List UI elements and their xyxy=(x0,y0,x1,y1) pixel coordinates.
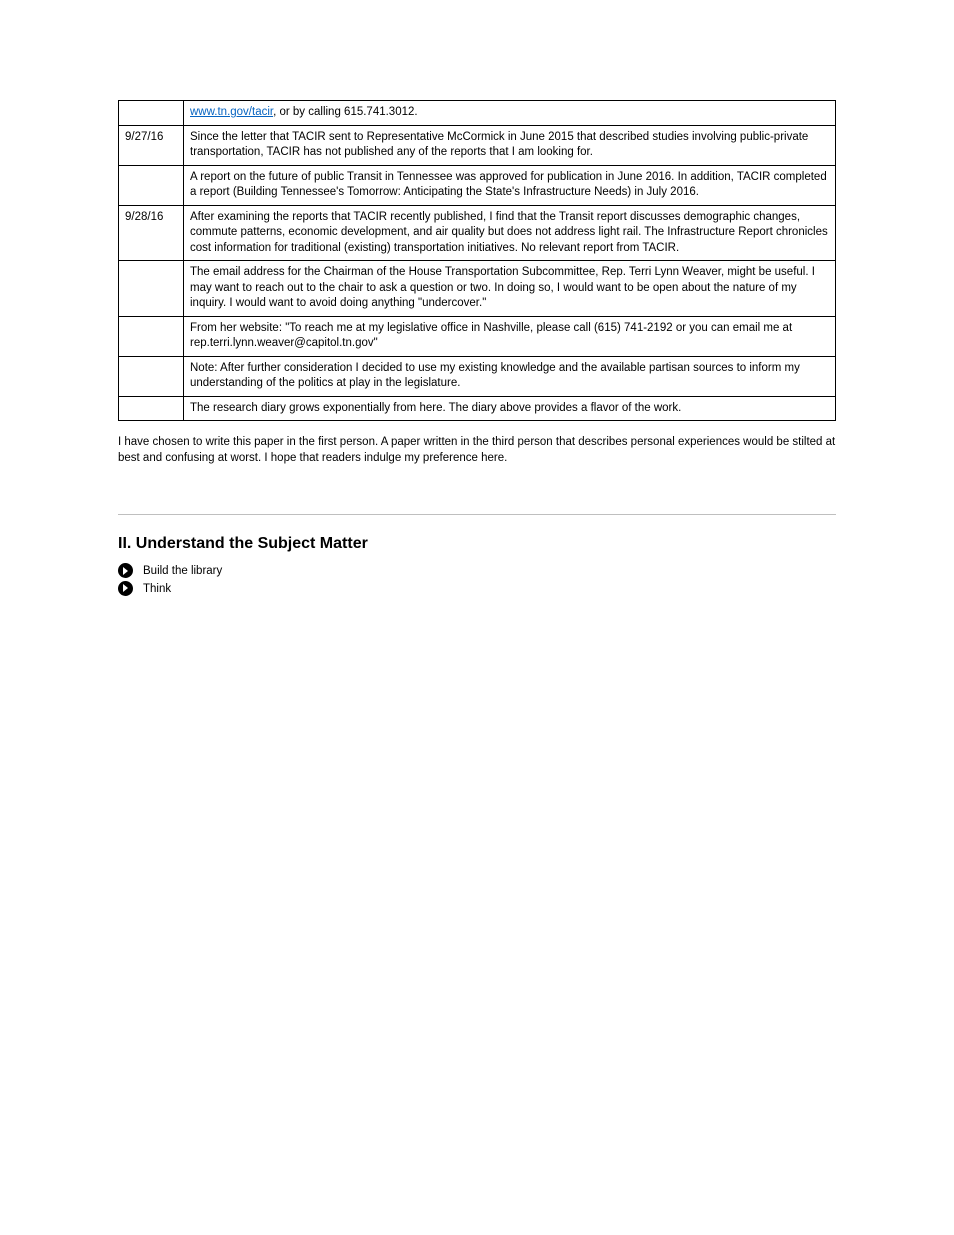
entry-cell: www.tn.gov/tacir, or by calling 615.741.… xyxy=(184,101,836,126)
date-cell xyxy=(119,316,184,356)
table-row: 9/28/16After examining the reports that … xyxy=(119,205,836,261)
research-diary-table: www.tn.gov/tacir, or by calling 615.741.… xyxy=(118,100,836,421)
section-heading: II. Understand the Subject Matter xyxy=(118,535,836,553)
date-cell xyxy=(119,165,184,205)
entry-cell: Since the letter that TACIR sent to Repr… xyxy=(184,125,836,165)
entry-cell: After examining the reports that TACIR r… xyxy=(184,205,836,261)
entry-cell: A report on the future of public Transit… xyxy=(184,165,836,205)
table-row: The email address for the Chairman of th… xyxy=(119,261,836,317)
arrow-circle-icon xyxy=(118,563,133,578)
author-note-paragraph: I have chosen to write this paper in the… xyxy=(118,435,836,466)
entry-cell: The email address for the Chairman of th… xyxy=(184,261,836,317)
table-row: Note: After further consideration I deci… xyxy=(119,356,836,396)
entry-cell: Note: After further consideration I deci… xyxy=(184,356,836,396)
list-item-label: Think xyxy=(143,581,171,598)
list-item: Think xyxy=(118,581,836,598)
entry-cell: From her website: "To reach me at my leg… xyxy=(184,316,836,356)
arrow-circle-icon xyxy=(118,581,133,596)
date-cell xyxy=(119,101,184,126)
date-cell xyxy=(119,356,184,396)
date-cell: 9/27/16 xyxy=(119,125,184,165)
date-cell: 9/28/16 xyxy=(119,205,184,261)
list-item: Build the library xyxy=(118,563,836,580)
entry-cell: The research diary grows exponentially f… xyxy=(184,396,836,421)
table-row: From her website: "To reach me at my leg… xyxy=(119,316,836,356)
section-bullets: Build the libraryThink xyxy=(118,563,836,598)
section-divider xyxy=(118,514,836,515)
table-row: A report on the future of public Transit… xyxy=(119,165,836,205)
list-item-label: Build the library xyxy=(143,563,222,580)
external-link[interactable]: www.tn.gov/tacir xyxy=(190,106,273,118)
table-row: www.tn.gov/tacir, or by calling 615.741.… xyxy=(119,101,836,126)
date-cell xyxy=(119,396,184,421)
table-row: The research diary grows exponentially f… xyxy=(119,396,836,421)
table-row: 9/27/16Since the letter that TACIR sent … xyxy=(119,125,836,165)
date-cell xyxy=(119,261,184,317)
